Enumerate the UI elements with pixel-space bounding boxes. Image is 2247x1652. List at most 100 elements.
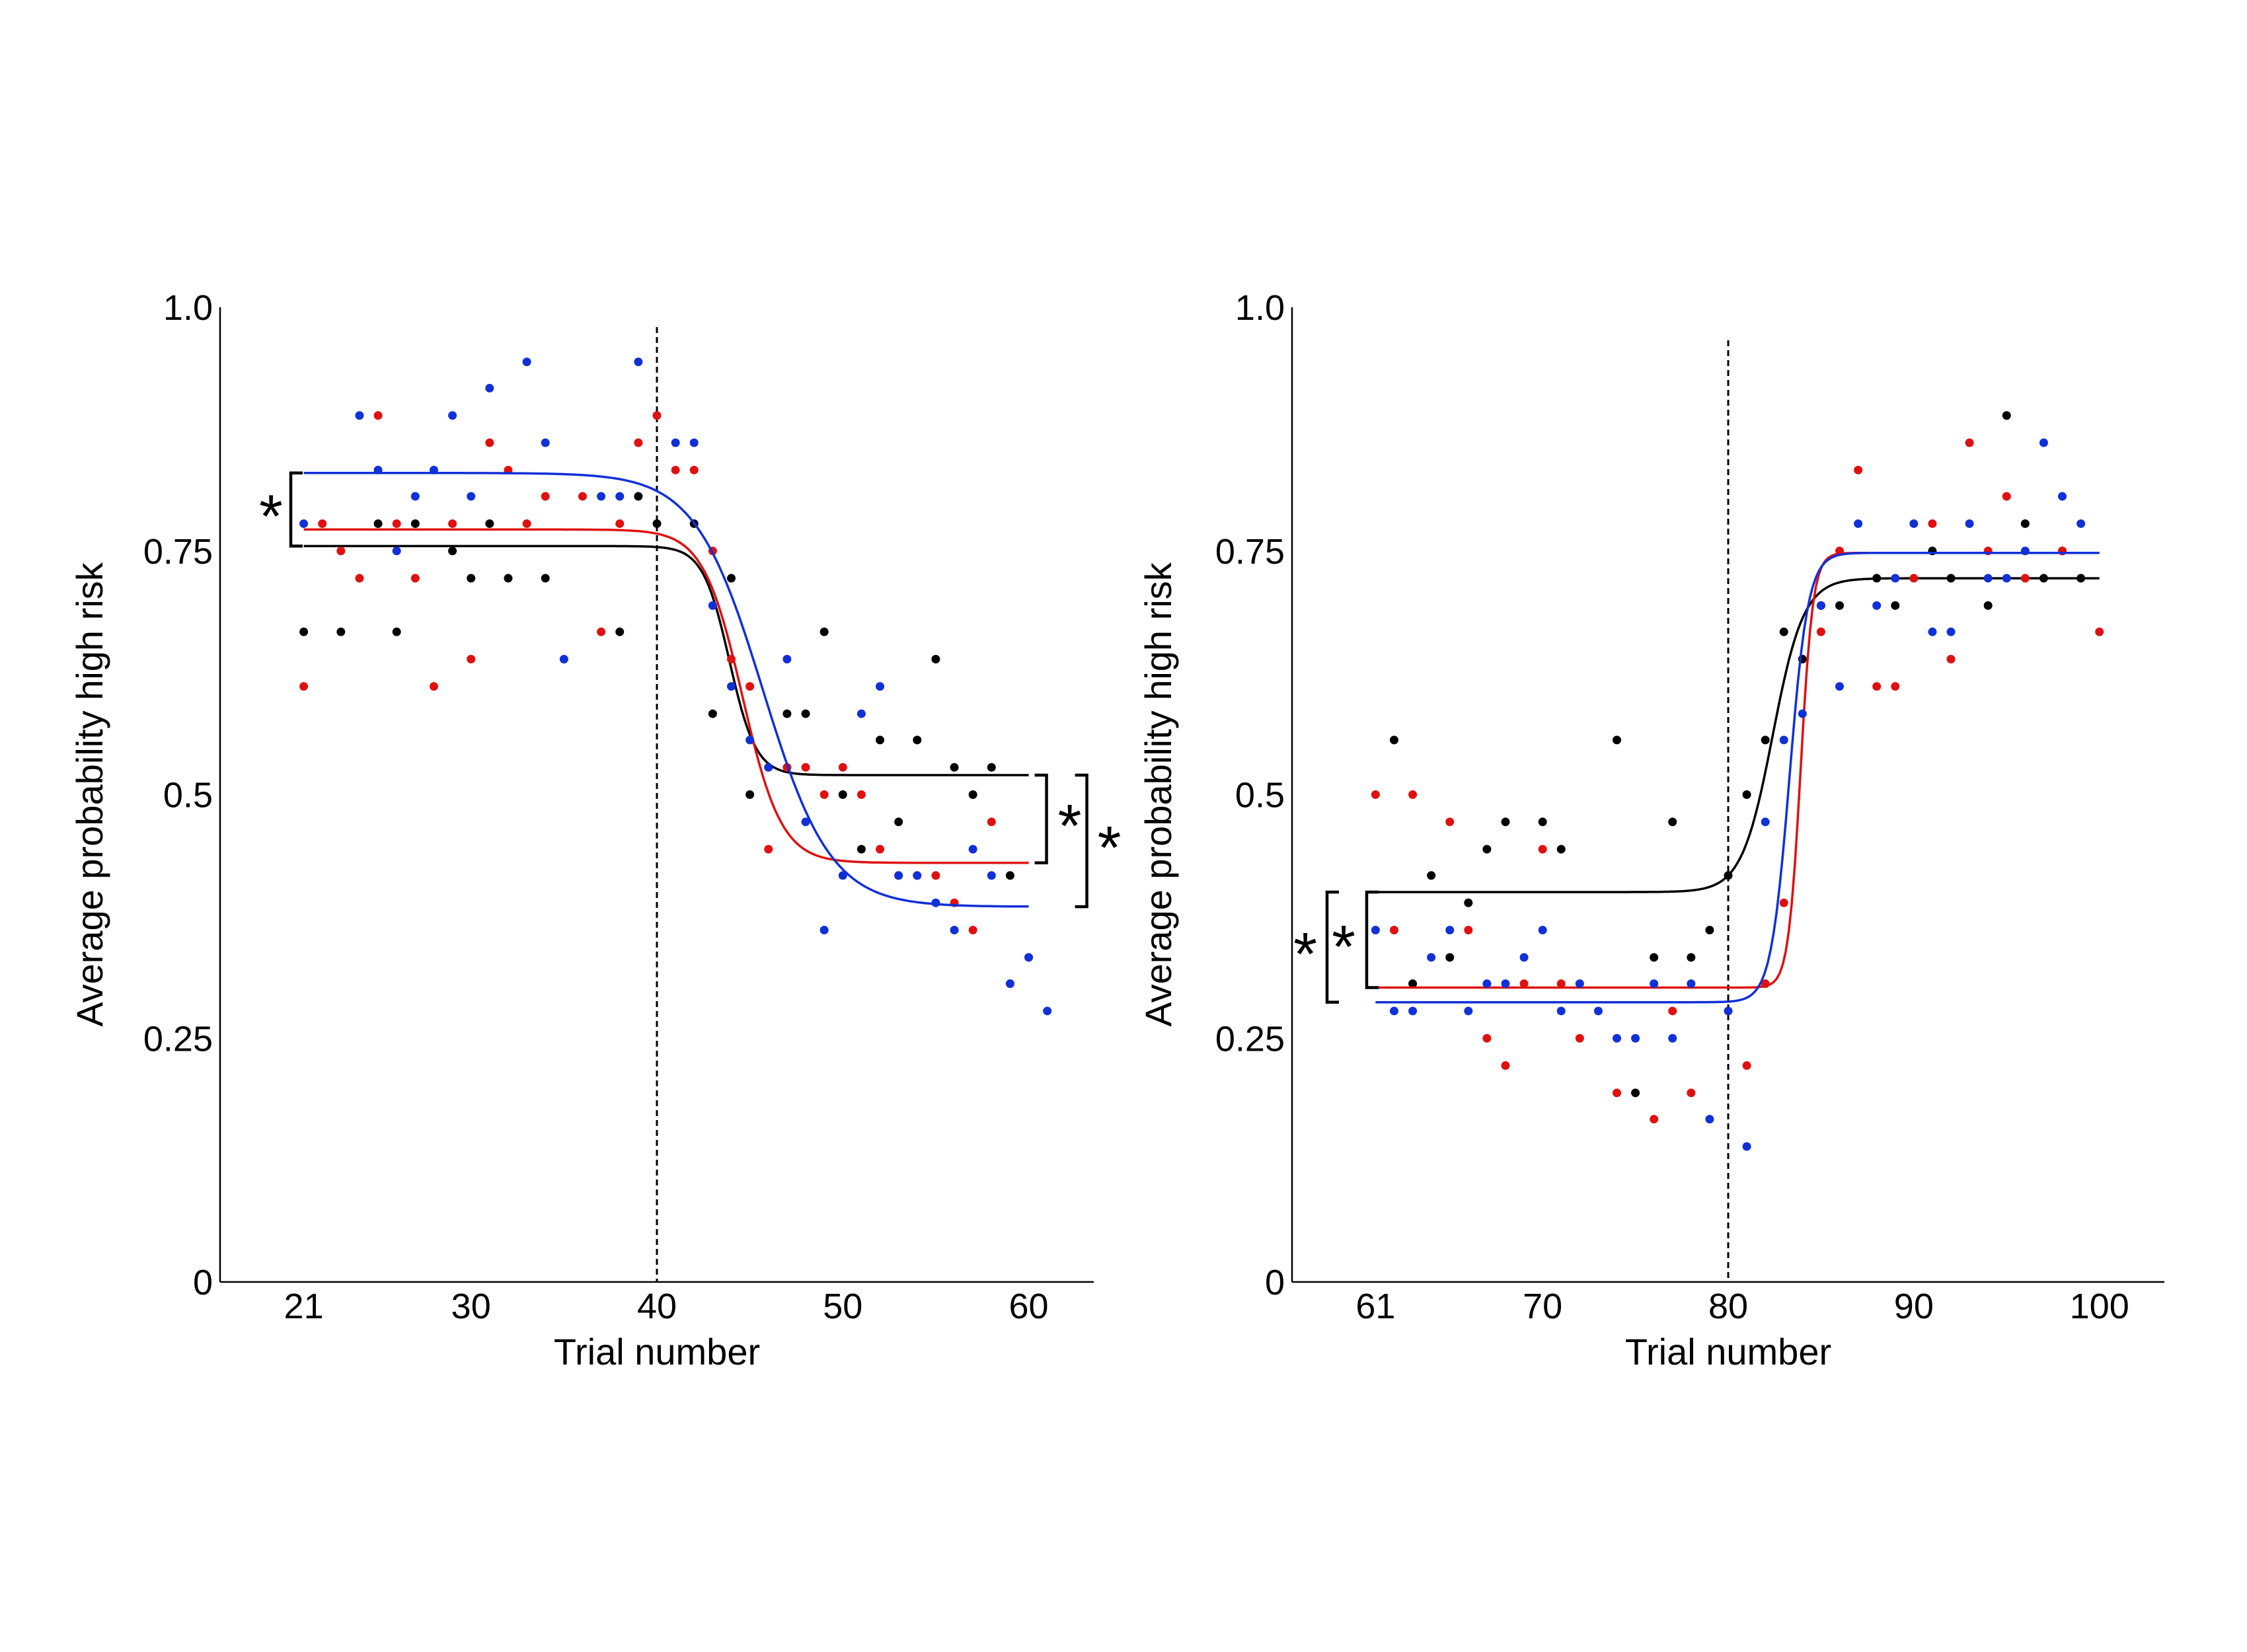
data-point-blue: [801, 817, 810, 827]
y-tick-label: 0: [193, 1263, 213, 1302]
data-point-black: [1742, 790, 1751, 799]
data-point-red: [578, 492, 587, 501]
data-point-blue: [1005, 979, 1014, 989]
data-point-blue: [1043, 1006, 1052, 1016]
data-point-blue: [1835, 682, 1845, 691]
data-point-blue: [559, 654, 568, 663]
data-point-blue: [1779, 735, 1788, 745]
data-point-red: [467, 654, 476, 663]
x-tick-label: 90: [1894, 1287, 1934, 1326]
data-point-blue: [485, 383, 494, 393]
data-point-red: [2095, 627, 2104, 636]
data-point-black: [634, 492, 643, 501]
data-point-black: [1668, 817, 1677, 827]
data-point-black: [931, 654, 940, 663]
data-point-red: [1872, 682, 1882, 691]
data-point-blue: [950, 926, 959, 935]
data-point-red: [1854, 465, 1863, 474]
y-tick-label: 0.5: [163, 776, 213, 815]
data-point-blue: [1705, 1115, 1714, 1124]
data-point-red: [429, 682, 438, 691]
data-point-red: [801, 763, 810, 772]
fit-curve-red: [303, 528, 1029, 864]
x-tick-label: 61: [1355, 1287, 1395, 1326]
data-point-blue: [1891, 574, 1900, 583]
data-point-blue: [1556, 1006, 1566, 1016]
data-point-red: [1612, 1088, 1621, 1098]
data-point-blue: [1501, 979, 1510, 989]
data-point-red: [968, 926, 977, 935]
x-tick-label: 40: [637, 1287, 677, 1326]
data-point-blue: [1593, 1006, 1603, 1016]
data-point-blue: [410, 492, 420, 501]
data-point-blue: [782, 654, 792, 663]
data-point-blue: [1687, 979, 1696, 989]
data-point-blue: [299, 519, 309, 528]
data-point-red: [1946, 654, 1956, 663]
data-point-blue: [727, 682, 736, 691]
data-point-black: [1779, 627, 1788, 636]
data-point-black: [1389, 735, 1398, 745]
data-point-blue: [857, 709, 866, 718]
data-point-red: [764, 845, 773, 854]
data-point-blue: [448, 411, 457, 420]
data-point-red: [857, 790, 866, 799]
data-point-black: [1891, 601, 1900, 610]
data-point-black: [1556, 845, 1566, 854]
data-point-red: [838, 763, 847, 772]
data-point-black: [950, 763, 959, 772]
chart-panel-1: 0 0.25 0.5 0.75 1.0 21 30 40 50 60 Trial number Ave…: [69, 288, 1121, 1372]
data-point-black: [485, 519, 494, 528]
data-point-black: [894, 817, 903, 827]
data-point-blue: [1464, 1006, 1473, 1016]
significance-star: *: [1098, 815, 1122, 882]
y-tick-label: 0.5: [1235, 776, 1285, 815]
data-point-blue: [876, 682, 885, 691]
data-point-blue: [671, 438, 680, 447]
data-point-red: [541, 492, 550, 501]
data-point-red: [1891, 682, 1900, 691]
data-point-blue: [1445, 926, 1455, 935]
data-point-red: [931, 871, 940, 880]
data-point-blue: [1612, 1033, 1621, 1043]
data-point-black: [987, 763, 996, 772]
data-point-blue: [1983, 574, 1993, 583]
y-axis-title: Average probability high risk: [1137, 562, 1179, 1026]
data-point-blue: [2039, 438, 2048, 447]
data-point-black: [1983, 601, 1993, 610]
data-point-red: [1371, 790, 1380, 799]
data-point-blue: [1946, 627, 1956, 636]
data-point-red: [2002, 492, 2011, 501]
fit-curve-black: [303, 544, 1029, 776]
significance-bracket: [289, 471, 303, 548]
data-point-blue: [1371, 926, 1380, 935]
data-point-blue: [1024, 953, 1034, 962]
data-point-black: [913, 735, 922, 745]
x-tick-label: 100: [2070, 1287, 2129, 1326]
data-point-red: [876, 845, 885, 854]
data-point-blue: [1519, 953, 1529, 962]
data-point-red: [448, 519, 457, 528]
data-point-black: [652, 519, 662, 528]
data-point-red: [634, 438, 643, 447]
data-point-black: [708, 709, 717, 718]
y-tick-label: 0.25: [143, 1019, 213, 1059]
y-axis-title: Average probability high risk: [69, 562, 110, 1026]
x-tick-label: 30: [451, 1287, 491, 1326]
data-point-red: [1779, 898, 1788, 907]
data-point-black: [410, 519, 420, 528]
fit-curve-black: [1375, 577, 2100, 893]
data-point-blue: [913, 871, 922, 880]
data-point-blue: [1724, 1006, 1733, 1016]
data-point-red: [410, 574, 420, 583]
y-tick-label: 0.75: [1215, 532, 1285, 572]
data-point-blue: [819, 926, 829, 935]
y-tick-label: 1.0: [163, 288, 213, 328]
data-point-red: [355, 574, 364, 583]
data-point-black: [1464, 898, 1473, 907]
data-point-blue: [1965, 519, 1974, 528]
data-point-black: [782, 709, 792, 718]
data-point-black: [2020, 519, 2030, 528]
data-point-blue: [1427, 953, 1436, 962]
